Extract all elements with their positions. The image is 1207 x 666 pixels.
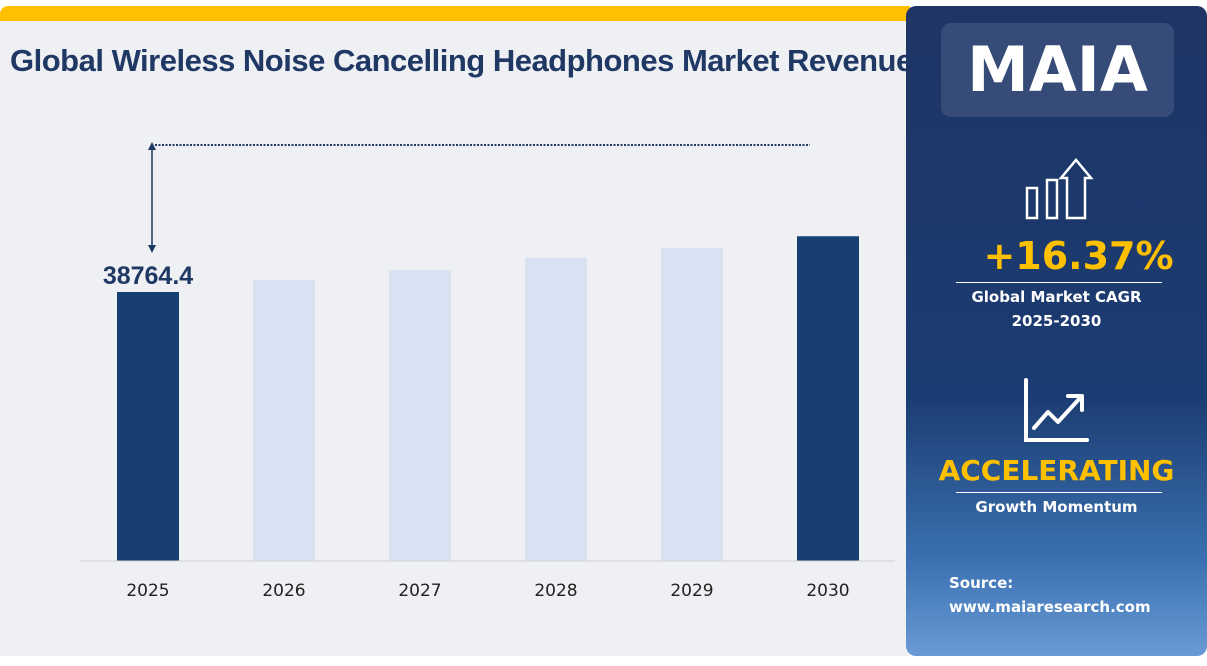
maia-logo: MAIA: [941, 23, 1174, 117]
divider: [956, 282, 1162, 283]
summary-panel: MAIA +16.37% Global Market CAGR 2025-203…: [906, 6, 1207, 656]
cagr-value: +16.37%: [983, 234, 1174, 278]
line-chart-trend-icon: [1024, 378, 1089, 442]
cagr-label: Global Market CAGR: [971, 288, 1142, 306]
momentum-label: Growth Momentum: [975, 498, 1138, 516]
bar-2029: [661, 248, 723, 561]
x-tick-label: 2030: [806, 581, 849, 601]
x-tick-label: 2029: [670, 581, 713, 601]
source-label: Source:: [949, 574, 1014, 592]
bar-2027: [389, 270, 451, 561]
bar-2028: [525, 257, 587, 561]
bar-2030: [797, 236, 859, 561]
source-url[interactable]: www.maiaresearch.com: [949, 598, 1151, 616]
chart-title: Global Wireless Noise Cancelling Headpho…: [10, 43, 910, 78]
x-tick-label: 2027: [398, 581, 441, 601]
cagr-period: 2025-2030: [1011, 312, 1102, 330]
x-tick-label: 2025: [126, 581, 169, 601]
chart-panel: Global Wireless Noise Cancelling Headpho…: [0, 6, 910, 656]
divider: [956, 492, 1162, 493]
x-tick-label: 2028: [534, 581, 577, 601]
accent-bar: [0, 6, 910, 21]
bar-chart: 2025 38764.4 2026 2027 2028 2029 2030: [80, 142, 895, 601]
data-label: 38764.4: [103, 262, 193, 290]
bar-2026: [253, 279, 315, 561]
bar-2025: [117, 292, 179, 561]
bar-growth-arrow-icon: [1025, 158, 1094, 220]
momentum-value: ACCELERATING: [938, 454, 1175, 487]
x-tick-label: 2026: [262, 581, 305, 601]
